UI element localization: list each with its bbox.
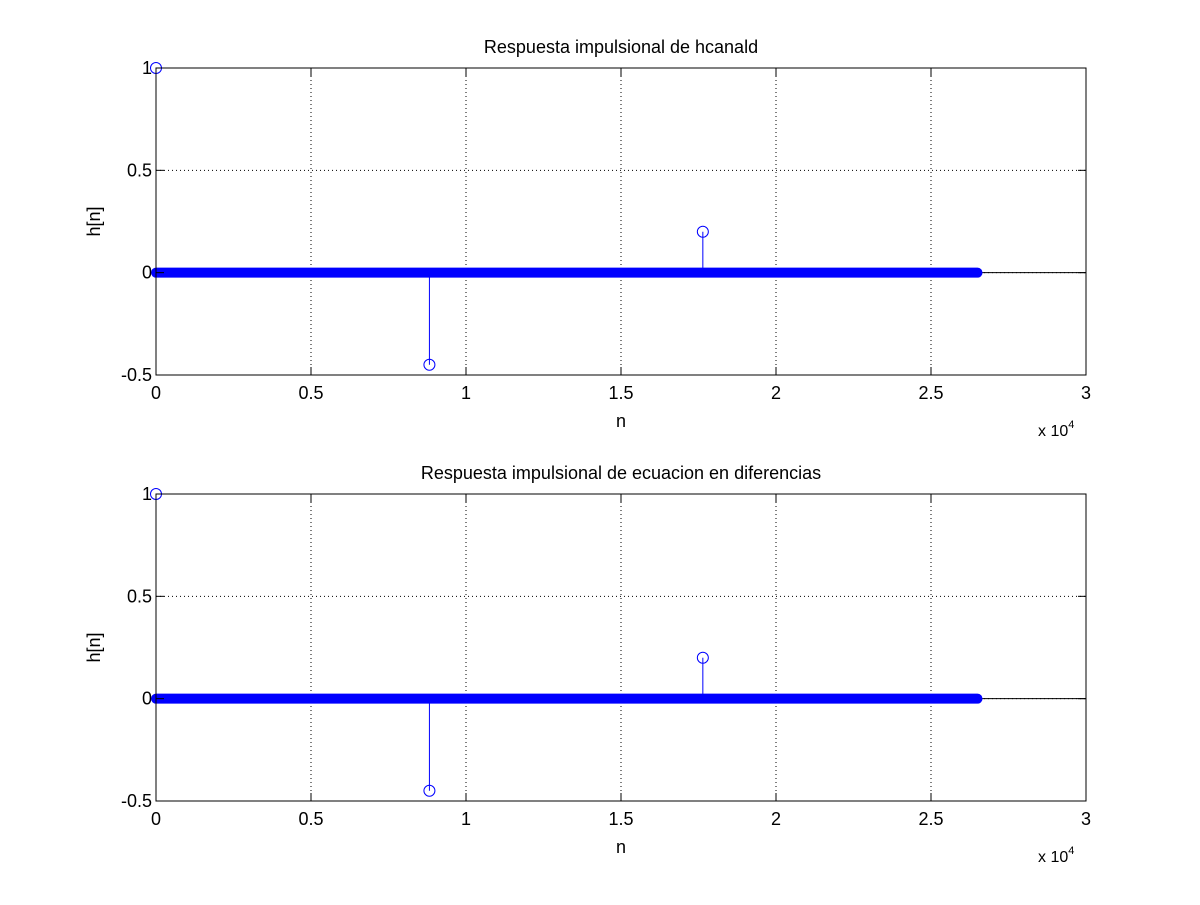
x-tick-label: 0.5 (298, 383, 323, 403)
x-axis-label: n (616, 411, 626, 431)
stem-marker (696, 225, 709, 238)
y-tick-label: 0 (142, 263, 152, 283)
chart-title: Respuesta impulsional de ecuacion en dif… (421, 463, 821, 483)
y-axis-label: h[n] (84, 206, 104, 236)
x-tick-label: 2.5 (918, 383, 943, 403)
chart-title: Respuesta impulsional de hcanald (484, 37, 758, 57)
x-tick-label: 0 (151, 383, 161, 403)
x-tick-label: 1 (461, 383, 471, 403)
x-tick-label: 1.5 (608, 383, 633, 403)
x-tick-label: 2.5 (918, 809, 943, 829)
y-axis-label: h[n] (84, 632, 104, 662)
x-tick-label: 3 (1081, 383, 1091, 403)
x-multiplier: x 104 (1038, 845, 1074, 866)
y-tick-label: 1 (142, 58, 152, 78)
y-tick-label: 0 (142, 689, 152, 709)
y-tick-label: -0.5 (121, 365, 152, 385)
stem-marker (696, 651, 709, 664)
y-tick-label: -0.5 (121, 791, 152, 811)
x-tick-label: 3 (1081, 809, 1091, 829)
stem-marker (423, 784, 436, 797)
y-tick-label: 1 (142, 484, 152, 504)
x-axis-label: n (616, 837, 626, 857)
x-tick-label: 1.5 (608, 809, 633, 829)
y-tick-label: 0.5 (127, 160, 152, 180)
x-multiplier-base: x 10 (1038, 423, 1068, 440)
x-tick-label: 1 (461, 809, 471, 829)
x-tick-label: 0.5 (298, 809, 323, 829)
x-multiplier-exponent: 4 (1068, 845, 1074, 857)
x-tick-label: 2 (771, 383, 781, 403)
x-multiplier: x 104 (1038, 419, 1074, 440)
y-tick-label: 0.5 (127, 586, 152, 606)
x-multiplier-base: x 10 (1038, 849, 1068, 866)
stem-marker (423, 358, 436, 371)
x-tick-label: 2 (771, 809, 781, 829)
x-multiplier-exponent: 4 (1068, 419, 1074, 431)
x-tick-label: 0 (151, 809, 161, 829)
